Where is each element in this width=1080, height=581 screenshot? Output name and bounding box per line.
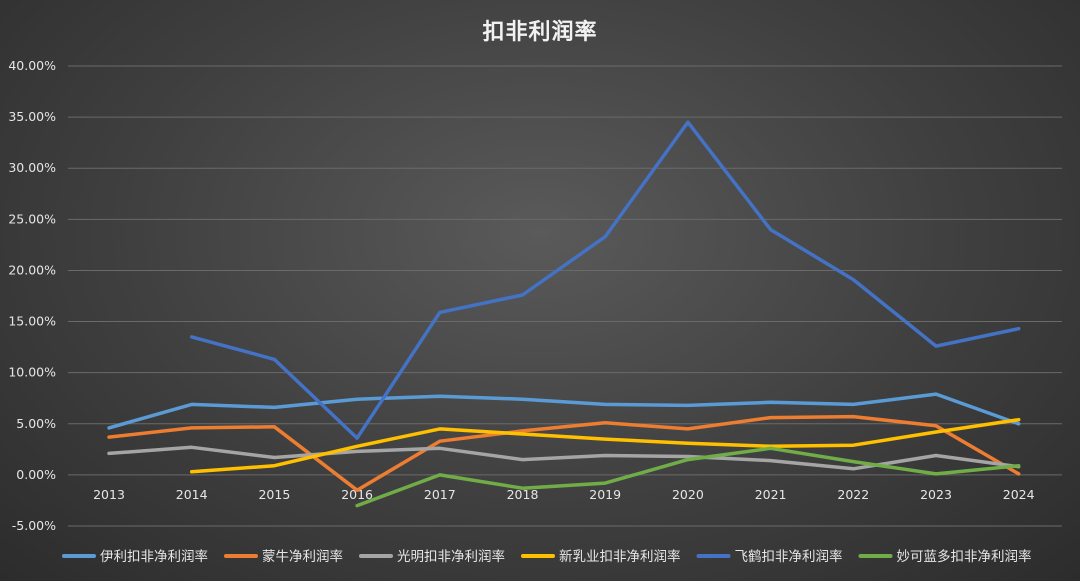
x-axis-ticks: 2013 2014 2015 2016 2017 2018 2019 2020 2021 2022…	[93, 487, 1035, 502]
y-tick-label: -5.00%	[12, 518, 56, 533]
x-tick-label: 2013	[93, 487, 125, 502]
y-tick-label: 0.00%	[16, 467, 56, 482]
y-tick-label: 10.00%	[8, 365, 56, 380]
x-tick-label: 2021	[755, 487, 787, 502]
legend-label: 飞鹤扣非净利润率	[735, 548, 843, 565]
legend-label: 妙可蓝多扣非净利润率	[897, 548, 1032, 565]
legend-label: 伊利扣非净利润率	[100, 548, 208, 565]
chart-title: 扣非利润率	[482, 20, 598, 45]
series-lines	[107, 120, 1021, 508]
y-tick-label: 30.00%	[8, 160, 56, 175]
x-tick-label: 2014	[176, 487, 208, 502]
gridlines	[68, 65, 1062, 527]
x-tick-label: 2015	[258, 487, 290, 502]
series-line-3	[107, 445, 1021, 471]
legend: 伊利扣非净利润率 蒙牛净利润率 光明扣非净利润率 新乳业扣非净利润率 飞鹤扣非净利润率 妙…	[62, 548, 1032, 565]
series-line-4	[189, 417, 1021, 474]
series-line-1	[107, 392, 1021, 430]
series-line-2	[107, 414, 1021, 492]
y-tick-label: 25.00%	[8, 211, 56, 226]
legend-label: 光明扣非净利润率	[397, 548, 505, 565]
x-tick-label: 2018	[507, 487, 539, 502]
y-tick-label: 5.00%	[16, 416, 56, 431]
legend-label: 蒙牛净利润率	[262, 548, 343, 565]
legend-label: 新乳业扣非净利润率	[559, 548, 681, 565]
y-tick-label: 35.00%	[8, 109, 56, 124]
x-tick-label: 2016	[341, 487, 373, 502]
x-tick-label: 2020	[672, 487, 704, 502]
y-tick-label: 20.00%	[8, 262, 56, 277]
x-tick-label: 2024	[1003, 487, 1035, 502]
x-tick-label: 2022	[837, 487, 869, 502]
x-tick-label: 2023	[920, 487, 952, 502]
y-axis-ticks: -5.00% 0.00% 5.00% 10.00% 15.00% 20.00% 25.00%…	[8, 58, 56, 533]
y-tick-label: 15.00%	[8, 314, 56, 329]
y-tick-label: 40.00%	[8, 58, 56, 73]
x-tick-label: 2017	[424, 487, 456, 502]
x-tick-label: 2019	[589, 487, 621, 502]
series-line-5	[189, 120, 1021, 440]
series-line-6	[355, 446, 1021, 508]
